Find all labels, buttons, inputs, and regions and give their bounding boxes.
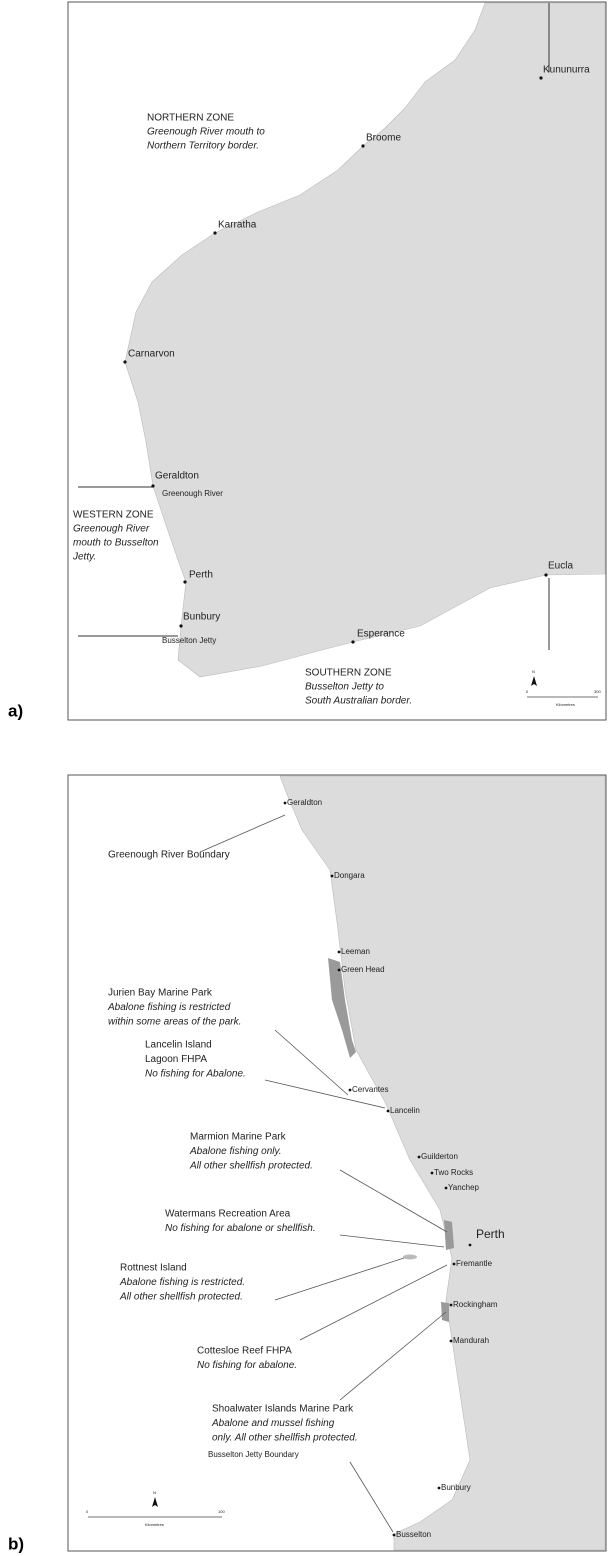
place-name: Bunbury (441, 1483, 471, 1492)
zone-description: Busselton Jetty to (305, 682, 384, 693)
place-name: Geraldton (287, 798, 322, 807)
zone-description: Northern Territory border. (147, 141, 259, 152)
place-dot (539, 76, 542, 79)
boundary-label: Greenough River (162, 489, 223, 498)
annotation-title: Jurien Bay Marine Park (108, 988, 213, 999)
zone-description: Greenough River (73, 524, 150, 535)
scale-label: 300 (594, 689, 601, 694)
place-dot (418, 1156, 421, 1159)
zone-description: South Australian border. (305, 696, 412, 707)
place-dot (393, 1534, 396, 1537)
map-panel-a (68, 2, 606, 720)
place-dot (183, 580, 186, 583)
place-dot (123, 360, 126, 363)
place-name: Perth (189, 570, 213, 581)
place-dot (351, 640, 354, 643)
place-dot (213, 231, 216, 234)
place-name: Karratha (218, 220, 257, 231)
place-name: Mandurah (453, 1336, 489, 1345)
annotation-description: All other shellfish protected. (119, 1292, 243, 1303)
place-dot (331, 875, 334, 878)
annotation-title: Cottesloe Reef FHPA (197, 1346, 292, 1357)
place-name: Broome (366, 133, 401, 144)
place-name: Yanchep (448, 1183, 480, 1192)
annotation-description: No fishing for abalone. (197, 1360, 297, 1371)
annotation-description: All other shellfish protected. (189, 1161, 313, 1172)
island (403, 1255, 417, 1260)
marine-park (441, 1302, 449, 1322)
place-name: Rockingham (453, 1300, 498, 1309)
zone-title: NORTHERN ZONE (147, 113, 234, 124)
scale-label: Kilometres (556, 702, 575, 707)
place-name: Guilderton (421, 1152, 458, 1161)
annotation-title: Marmion Marine Park (190, 1132, 287, 1143)
place-name: Esperance (357, 629, 405, 640)
place-dot (179, 624, 182, 627)
annotation-description: only. All other shellfish protected. (212, 1433, 358, 1444)
zone-description: mouth to Busselton (73, 538, 159, 549)
place-name: Perth (476, 1227, 505, 1241)
annotation-description: Abalone fishing is restricted. (119, 1277, 245, 1288)
place-name: Leeman (341, 947, 370, 956)
place-name: Geraldton (155, 471, 199, 482)
place-name: Cervantes (352, 1085, 388, 1094)
place-dot (338, 969, 341, 972)
boundary-label: Greenough River Boundary (108, 850, 230, 861)
zone-description: Jetty. (72, 552, 96, 563)
zone-title: WESTERN ZONE (73, 510, 154, 521)
place-dot (445, 1187, 448, 1190)
annotation-title: Shoalwater Islands Marine Park (212, 1404, 354, 1415)
place-dot (438, 1487, 441, 1490)
place-dot (450, 1304, 453, 1307)
place-name: Dongara (334, 871, 365, 880)
annotation-title: Watermans Recreation Area (165, 1209, 291, 1220)
place-name: Carnarvon (128, 349, 175, 360)
place-name: Bunbury (183, 612, 220, 623)
boundary-label: Busselton Jetty (162, 636, 216, 645)
annotation-description: Abalone fishing is restricted (107, 1002, 231, 1013)
place-name: Eucla (548, 561, 573, 572)
place-dot (387, 1110, 390, 1113)
place-dot (453, 1263, 456, 1266)
place-dot (151, 484, 154, 487)
north-label: N (153, 1490, 156, 1495)
boundary-label: Busselton Jetty Boundary (208, 1450, 299, 1459)
place-dot (349, 1089, 352, 1092)
panel-label: a) (8, 701, 23, 720)
panel-label: b) (8, 1534, 24, 1553)
annotation-title: Lagoon FHPA (145, 1054, 207, 1065)
place-dot (544, 573, 547, 576)
figure: a) Kununurra Broome Karratha Carnarvon Gerald… (0, 0, 609, 1556)
place-dot (338, 951, 341, 954)
scale-label: 100 (218, 1509, 225, 1514)
place-dot (284, 802, 287, 805)
annotation-description: Abalone and mussel fishing (211, 1418, 335, 1429)
place-name: Two Rocks (434, 1168, 473, 1177)
zone-description: Greenough River mouth to (147, 127, 265, 138)
annotation-description: within some areas of the park. (108, 1017, 241, 1028)
place-name: Fremantle (456, 1259, 493, 1268)
place-name: Green Head (341, 965, 385, 974)
annotation-title: Rottnest Island (120, 1263, 187, 1274)
place-dot (450, 1340, 453, 1343)
place-dot (361, 144, 364, 147)
annotation-description: Abalone fishing only. (189, 1146, 282, 1157)
place-name: Busselton (396, 1530, 431, 1539)
place-dot (469, 1244, 472, 1247)
zone-title: SOUTHERN ZONE (305, 668, 392, 679)
scale-label: Kilometres (145, 1522, 164, 1527)
annotation-description: No fishing for abalone or shellfish. (165, 1223, 316, 1234)
place-dot (431, 1172, 434, 1175)
place-name: Kununurra (543, 65, 590, 76)
annotation-title: Lancelin Island (145, 1040, 212, 1051)
place-name: Lancelin (390, 1106, 420, 1115)
north-label: N (532, 669, 535, 674)
annotation-description: No fishing for Abalone. (145, 1069, 246, 1080)
